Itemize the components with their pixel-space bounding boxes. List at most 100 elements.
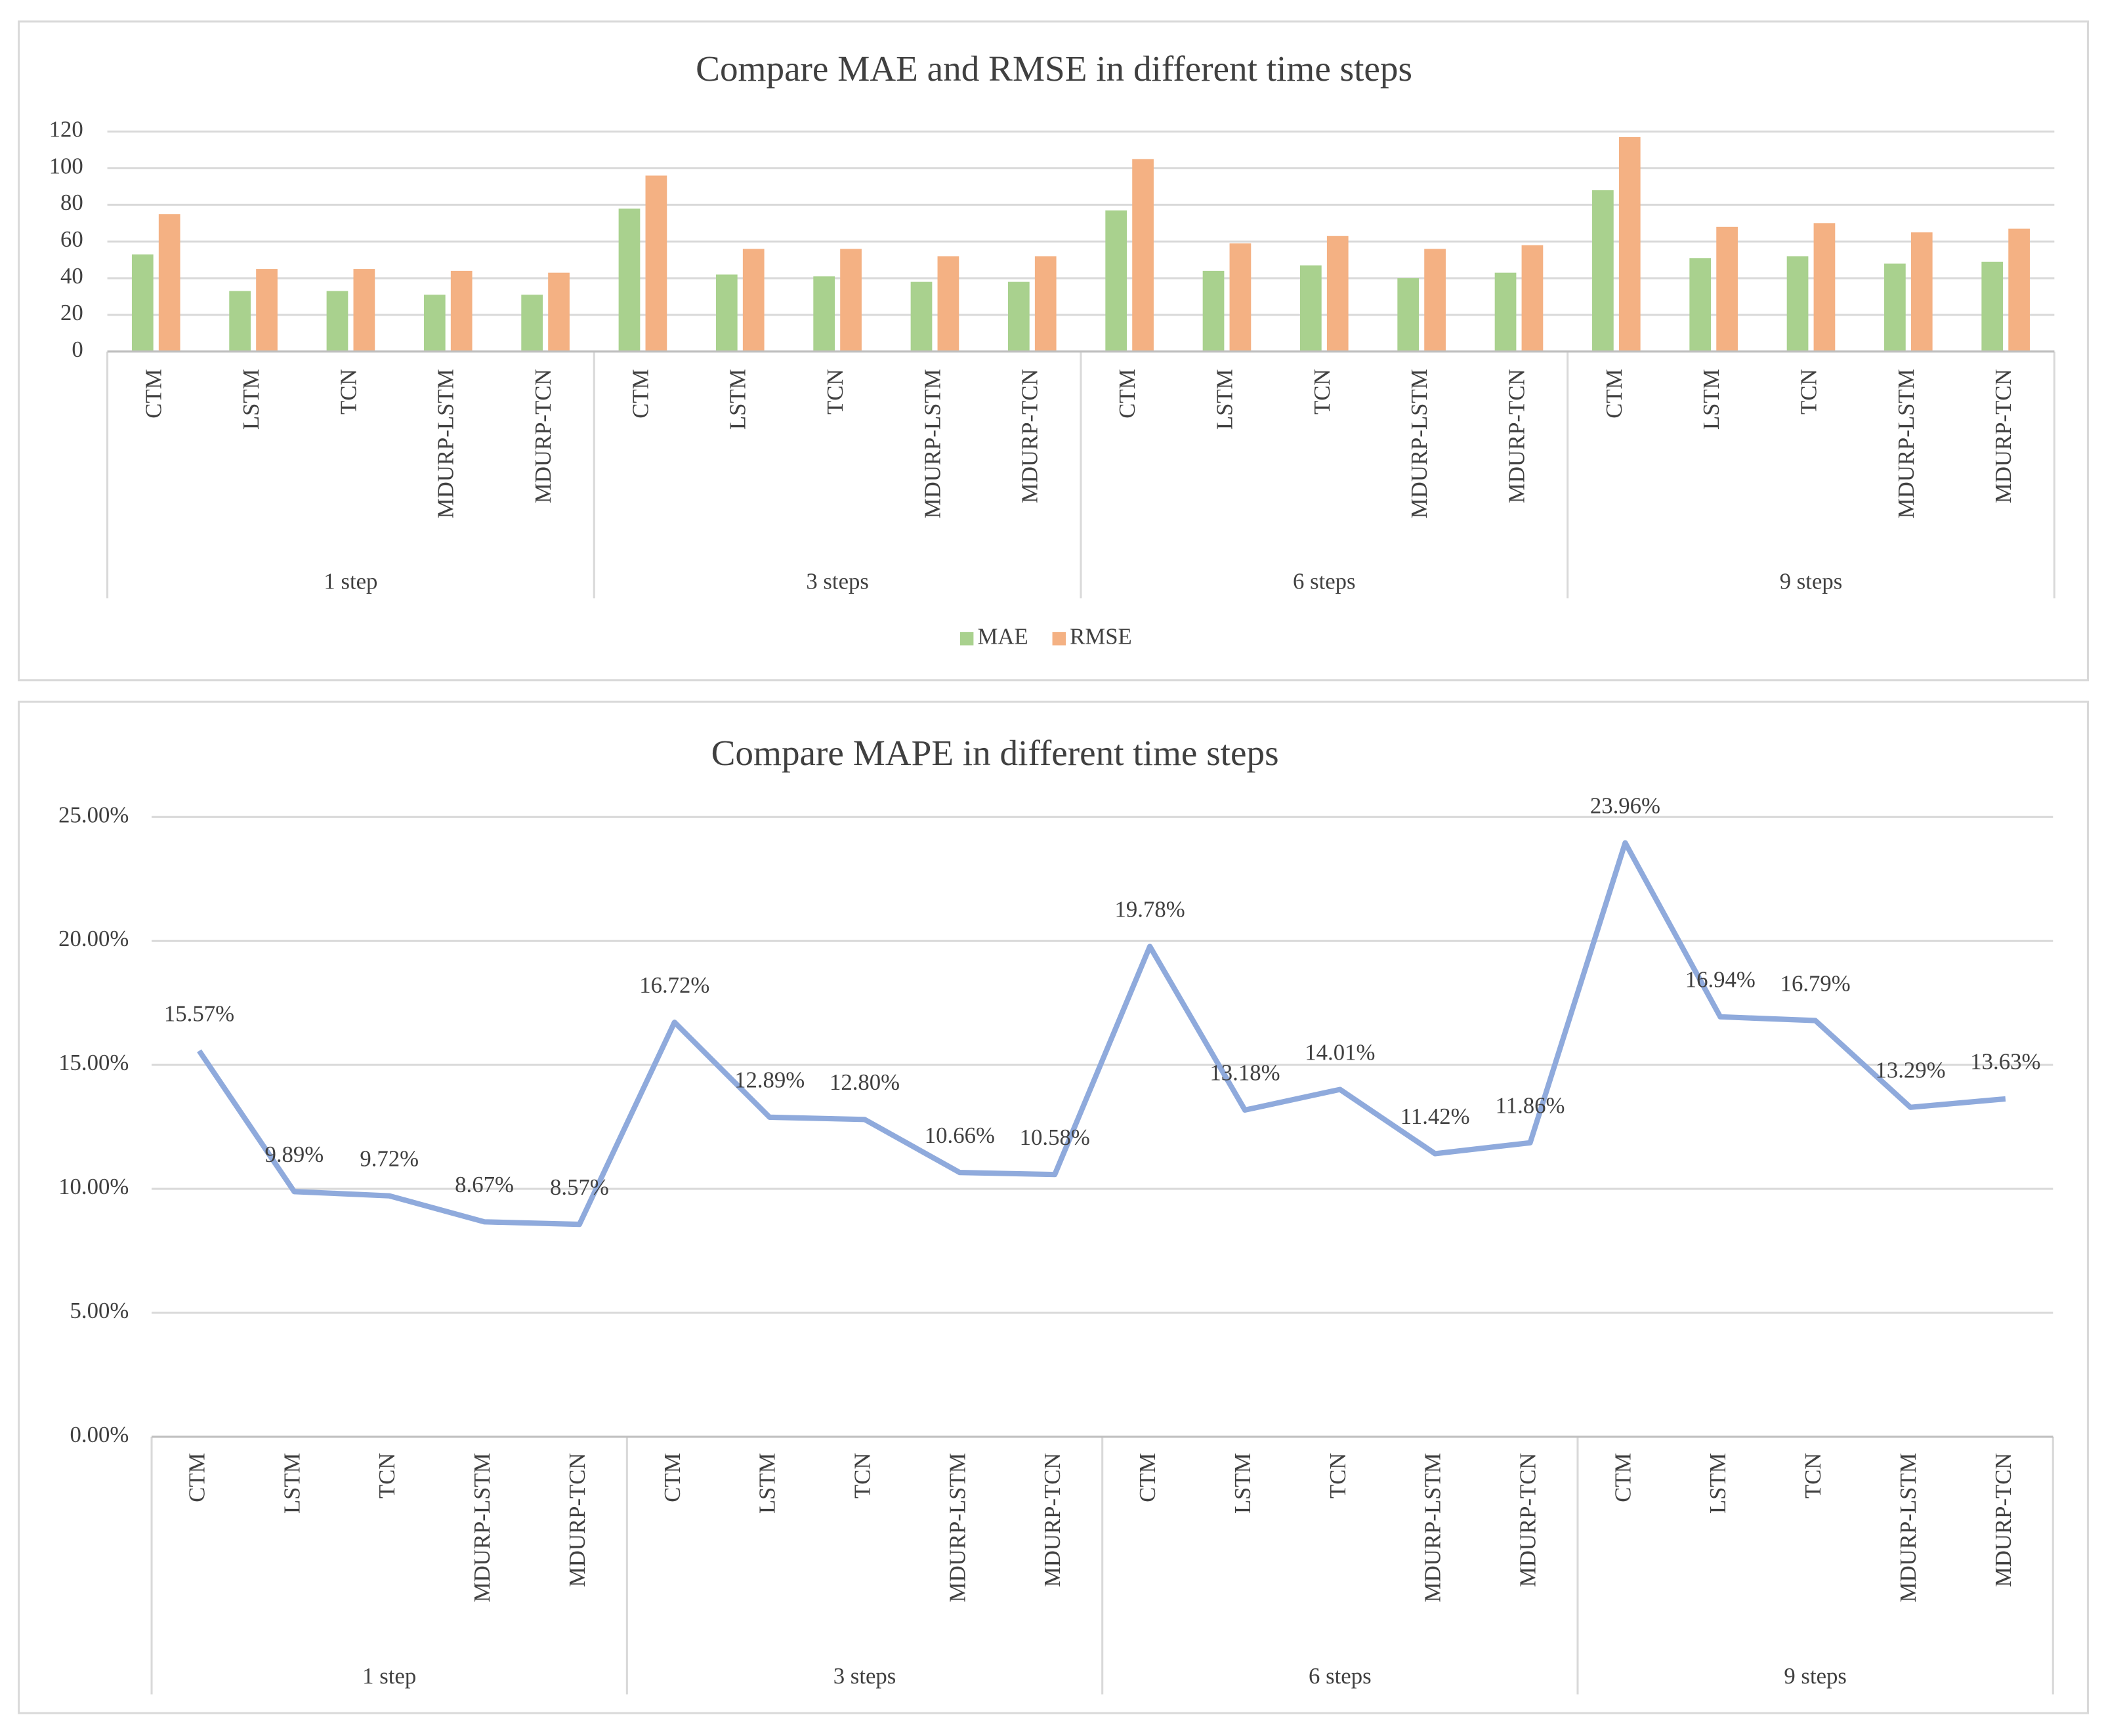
x-tick-label: CTM [1135,1453,1160,1502]
group-label: 9 steps [1784,1663,1847,1689]
data-label: 19.78% [1115,896,1185,922]
bar [742,249,765,352]
y-tick-label: 10.00% [58,1174,129,1199]
data-label: 13.63% [1970,1049,2040,1075]
x-tick-label: MDURP-TCN [1017,369,1043,503]
bar [1034,256,1057,352]
bar [910,281,933,352]
data-label: 13.29% [1875,1058,1945,1083]
data-label: 9.89% [264,1142,324,1167]
x-tick-label: MDURP-LSTM [919,369,945,518]
bar [813,276,835,352]
x-tick-label: CTM [627,369,653,418]
data-label: 14.01% [1305,1039,1375,1065]
x-tick-label: TCN [1309,369,1335,415]
y-tick-label: 25.00% [58,802,129,827]
x-tick-label: LSTM [1230,1453,1255,1514]
data-label: 23.96% [1590,793,1660,818]
y-tick-label: 60 [60,226,83,252]
bar [326,291,348,352]
x-tick-label: CTM [141,369,167,418]
group-label: 9 steps [1780,569,1843,594]
y-tick-label: 100 [49,153,83,178]
bar [1105,210,1127,352]
x-tick-label: TCN [849,1453,875,1498]
data-label: 16.72% [639,972,709,998]
y-tick-label: 5.00% [70,1298,129,1323]
bar [450,270,473,352]
bar [548,272,570,352]
bar [1521,245,1544,352]
bar [353,269,375,352]
bar [2008,228,2030,352]
data-label: 8.67% [455,1172,514,1197]
bar [1786,256,1809,352]
bar [1300,265,1322,352]
line [197,840,2006,1228]
bar [1397,278,1420,352]
x-tick-label: CTM [660,1453,685,1502]
group-label: 6 steps [1293,569,1356,594]
data-label: 15.57% [164,1001,234,1026]
bar [256,269,278,352]
y-tick-label: 20.00% [58,926,129,951]
bar [1981,261,2004,352]
x-tick-label: LSTM [755,1453,780,1514]
chart-title: Compare MAPE in different time steps [711,733,1279,773]
group-label: 1 step [362,1663,416,1689]
y-tick-label: 20 [60,300,83,325]
x-tick-label: MDURP-LSTM [944,1453,970,1602]
data-label: 10.58% [1020,1125,1090,1150]
x-tick-label: MDURP-TCN [564,1453,590,1587]
group-label: 6 steps [1309,1663,1372,1689]
group-label: 1 step [324,569,377,594]
y-tick-label: 120 [49,116,83,142]
bar [1618,136,1641,352]
bar [1884,263,1906,352]
data-label: 10.66% [925,1123,995,1148]
data-label: 8.57% [550,1174,609,1200]
bar [715,274,738,352]
data-label: 12.89% [734,1067,805,1093]
x-tick-label: LSTM [725,369,751,430]
bar [645,175,667,352]
x-tick-label: LSTM [1698,369,1724,430]
data-label: 9.72% [360,1146,419,1171]
x-tick-label: MDURP-LSTM [1420,1453,1446,1602]
x-tick-label: MDURP-TCN [1515,1453,1541,1587]
x-tick-label: MDURP-TCN [1990,1453,2016,1587]
x-tick-label: LSTM [1211,369,1237,430]
x-tick-label: CTM [184,1453,209,1502]
bar [1007,281,1030,352]
bar [521,295,543,352]
bar [1494,272,1517,352]
x-tick-label: MDURP-TCN [530,369,556,503]
bar [423,295,446,352]
x-tick-label: CTM [1601,369,1627,418]
x-tick-label: TCN [335,369,361,415]
bar [1910,232,1933,352]
bar [1689,258,1712,352]
legend-swatch [1052,632,1066,646]
y-tick-label: 80 [60,190,83,215]
bar [131,254,154,352]
bar [1229,243,1252,352]
y-tick-label: 0.00% [70,1422,129,1447]
x-tick-label: TCN [374,1453,400,1498]
bar [1592,190,1614,352]
x-tick-label: MDURP-LSTM [469,1453,495,1602]
bar [1716,226,1738,352]
x-tick-label: MDURP-TCN [1040,1453,1065,1587]
bar [1424,249,1446,352]
y-tick-label: 0 [72,337,83,362]
x-tick-label: MDURP-LSTM [1406,369,1432,518]
legend-label: MAE [978,623,1028,649]
bar [840,249,862,352]
data-label: 12.80% [830,1069,900,1095]
x-tick-label: MDURP-TCN [1990,369,2016,503]
data-label: 11.86% [1496,1093,1565,1119]
x-tick-label: MDURP-TCN [1504,369,1529,503]
x-tick-label: CTM [1610,1453,1635,1502]
x-tick-label: LSTM [1705,1453,1731,1514]
x-tick-label: CTM [1114,369,1140,418]
